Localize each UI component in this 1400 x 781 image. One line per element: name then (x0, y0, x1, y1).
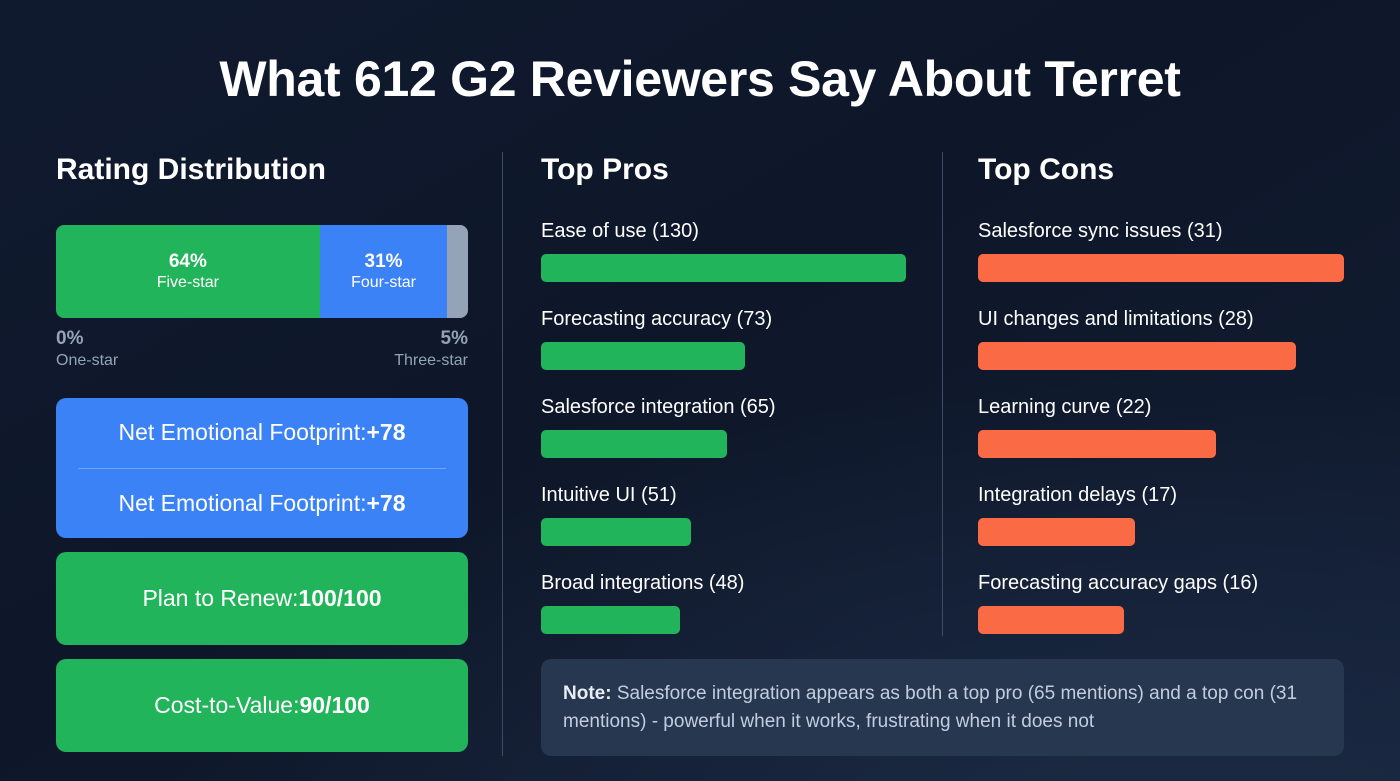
con-bar-item: Forecasting accuracy gaps (16) (978, 570, 1344, 634)
con-bar-fill (978, 606, 1125, 634)
pro-bar-fill (541, 342, 746, 370)
metric-row: Cost-to-Value: 90/100 (56, 659, 468, 752)
top-pros-section: Top Pros Ease of use (130) Forecasting a… (541, 152, 906, 634)
note-prefix: Note: (563, 682, 612, 704)
column-divider-right (942, 152, 943, 636)
page-title: What 612 G2 Reviewers Say About Terret (219, 51, 1181, 107)
rating-distribution-footer: 0% One-star 5% Three-star (56, 327, 468, 371)
pro-bar-label: Intuitive UI (51) (541, 484, 677, 506)
rating-segment-four-star: 31% Four-star (319, 225, 448, 318)
rating-footer-three-star: 5% Three-star (394, 327, 468, 371)
pro-bar-track (541, 430, 906, 458)
pro-bar-track (541, 342, 906, 370)
column-divider-left (502, 152, 503, 756)
con-bar-fill (978, 254, 1344, 282)
con-bar-fill (978, 342, 1297, 370)
pro-bar-item: Ease of use (130) (541, 218, 906, 282)
pro-bar-fill (541, 606, 680, 634)
con-bar-track (978, 430, 1344, 458)
metric-row: Net Emotional Footprint: +78 (56, 469, 468, 539)
rating-footer-percent: 0% (56, 328, 84, 349)
metric-card-cost-to-value: Cost-to-Value: 90/100 (56, 659, 468, 752)
metric-label: Net Emotional Footprint: (118, 419, 367, 446)
note-body: Salesforce integration appears as both a… (563, 682, 1298, 732)
pro-bar-item: Forecasting accuracy (73) (541, 306, 906, 370)
pro-bar-item: Broad integrations (48) (541, 570, 906, 634)
rating-footer-label: Three-star (394, 352, 468, 369)
metric-row: Plan to Renew: 100/100 (56, 552, 468, 645)
metric-card-divider (78, 467, 446, 469)
rating-distribution-stacked-bar: 64% Five-star 31% Four-star (56, 225, 468, 318)
con-bar-item: Learning curve (22) (978, 394, 1344, 458)
rating-distribution-heading: Rating Distribution (56, 153, 326, 186)
con-bar-track (978, 518, 1344, 546)
con-bar-track (978, 254, 1344, 282)
pro-bar-label: Broad integrations (48) (541, 572, 745, 594)
rating-footer-percent: 5% (440, 328, 468, 349)
top-pros-heading: Top Pros (541, 153, 669, 186)
top-cons-list: Salesforce sync issues (31) UI changes a… (978, 218, 1344, 634)
metric-label: Plan to Renew: (142, 585, 299, 611)
con-bar-fill (978, 430, 1216, 458)
rating-segment-percent: 31% (364, 251, 403, 273)
con-bar-track (978, 342, 1344, 370)
con-bar-label: Salesforce sync issues (31) (978, 220, 1223, 242)
pro-bar-fill (541, 430, 728, 458)
rating-segment-percent: 64% (168, 251, 207, 273)
pro-bar-label: Salesforce integration (65) (541, 396, 776, 418)
con-bar-track (978, 606, 1344, 634)
metric-value: 90/100 (299, 692, 370, 718)
con-bar-item: Salesforce sync issues (31) (978, 218, 1344, 282)
rating-segment-label: Five-star (156, 274, 219, 292)
metric-value: +78 (366, 489, 406, 516)
top-cons-heading: Top Cons (978, 153, 1115, 186)
con-bar-label: Learning curve (22) (978, 396, 1152, 418)
rating-footer-one-star: 0% One-star (56, 327, 118, 371)
con-bar-label: UI changes and limitations (28) (978, 308, 1254, 330)
rating-segment-three-star (447, 225, 468, 318)
note-text: Note: Salesforce integration appears as … (563, 680, 1322, 736)
rating-segment-label: Four-star (351, 274, 416, 292)
metric-card-plan-to-renew: Plan to Renew: 100/100 (56, 552, 468, 645)
rating-footer-label: One-star (56, 352, 119, 369)
metric-label: Net Emotional Footprint: (118, 489, 367, 516)
con-bar-fill (978, 518, 1136, 546)
pro-bar-item: Intuitive UI (51) (541, 482, 906, 546)
rating-distribution-section: Rating Distribution 64% Five-star 31% Fo… (56, 152, 468, 752)
con-bar-label: Forecasting accuracy gaps (16) (978, 572, 1259, 594)
pro-bar-track (541, 606, 906, 634)
rating-segment-five-star: 64% Five-star (56, 225, 320, 318)
pro-bar-fill (541, 518, 691, 546)
metric-label: Cost-to-Value: (154, 692, 300, 718)
top-cons-section: Top Cons Salesforce sync issues (31) UI … (978, 152, 1344, 634)
metric-card-net-emotional-footprint: Net Emotional Footprint: +78 Net Emotion… (56, 398, 468, 538)
con-bar-item: Integration delays (17) (978, 482, 1344, 546)
con-bar-item: UI changes and limitations (28) (978, 306, 1344, 370)
pro-bar-track (541, 254, 906, 282)
metric-value: +78 (366, 419, 406, 446)
pro-bar-fill (541, 254, 906, 282)
metric-value: 100/100 (298, 585, 382, 611)
pro-bar-label: Ease of use (130) (541, 220, 699, 242)
top-pros-list: Ease of use (130) Forecasting accuracy (… (541, 218, 906, 634)
pro-bar-track (541, 518, 906, 546)
note-callout: Note: Salesforce integration appears as … (541, 659, 1344, 756)
con-bar-label: Integration delays (17) (978, 484, 1178, 506)
pro-bar-label: Forecasting accuracy (73) (541, 308, 773, 330)
pro-bar-item: Salesforce integration (65) (541, 394, 906, 458)
metric-row: Net Emotional Footprint: +78 (56, 398, 468, 468)
